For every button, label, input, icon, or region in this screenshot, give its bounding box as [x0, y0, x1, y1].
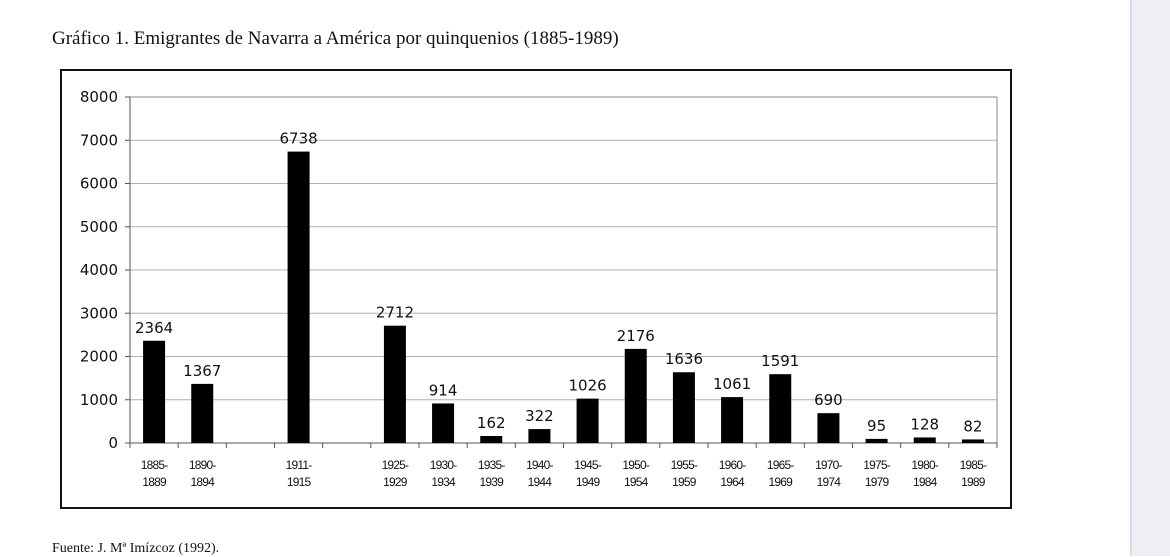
y-tick-label: 8000	[80, 88, 118, 106]
data-label: 1026	[568, 377, 606, 395]
x-tick-label: 1950-	[622, 458, 649, 472]
data-label: 2712	[376, 304, 414, 322]
data-label: 82	[963, 417, 982, 435]
bar	[769, 374, 792, 443]
bar	[191, 383, 214, 443]
bar	[528, 429, 551, 443]
y-tick-label: 2000	[80, 348, 118, 366]
data-label: 914	[429, 381, 458, 399]
data-label: 322	[525, 407, 554, 425]
x-tick-label: 1929	[383, 475, 408, 489]
x-tick-label: 1960-	[719, 458, 746, 472]
bar	[817, 413, 840, 443]
side-panel	[1130, 0, 1170, 556]
x-tick-label: 1954	[624, 475, 649, 489]
x-tick-label: 1984	[913, 475, 938, 489]
x-tick-label: 1915	[287, 475, 312, 489]
source-note: Fuente: J. Mª Imízcoz (1992).	[52, 541, 220, 556]
x-tick-label: 1889	[142, 475, 167, 489]
x-tick-label: 1939	[480, 475, 505, 489]
y-tick-label: 4000	[80, 261, 118, 279]
y-tick-label: 3000	[80, 304, 118, 322]
x-tick-label: 1894	[191, 475, 216, 489]
bar	[143, 340, 166, 443]
data-label: 2176	[617, 327, 655, 345]
y-tick-label: 7000	[80, 131, 118, 149]
x-tick-label: 1930-	[430, 458, 457, 472]
bar	[865, 438, 888, 443]
data-label: 690	[814, 391, 843, 409]
x-tick-label: 1955-	[671, 458, 698, 472]
bar	[480, 435, 503, 443]
chart-title: Gráfico 1. Emigrantes de Navarra a Améri…	[52, 28, 619, 49]
data-label: 1591	[761, 352, 799, 370]
x-tick-label: 1975-	[863, 458, 890, 472]
bar	[624, 348, 647, 443]
x-tick-label: 1964	[720, 475, 745, 489]
data-label: 128	[910, 415, 939, 433]
bar	[576, 398, 599, 443]
bar	[432, 403, 455, 443]
data-label: 2364	[135, 319, 173, 337]
bar	[721, 397, 744, 443]
x-tick-label: 1911-	[286, 458, 313, 472]
x-tick-label: 1925-	[382, 458, 409, 472]
x-tick-label: 1970-	[815, 458, 842, 472]
x-tick-label: 1935-	[478, 458, 505, 472]
x-tick-label: 1965-	[767, 458, 794, 472]
data-label: 1061	[713, 375, 751, 393]
data-label: 162	[477, 414, 506, 432]
data-label: 1636	[665, 350, 703, 368]
x-tick-label: 1974	[817, 475, 842, 489]
data-label: 1367	[183, 362, 221, 380]
x-tick-label: 1945-	[574, 458, 601, 472]
y-tick-label: 5000	[80, 218, 118, 236]
bar	[913, 437, 936, 443]
x-tick-label: 1944	[528, 475, 553, 489]
x-tick-label: 1985-	[960, 458, 987, 472]
bar	[672, 372, 695, 443]
x-tick-label: 1885-	[141, 458, 168, 472]
x-tick-label: 1890-	[189, 458, 216, 472]
x-tick-label: 1980-	[911, 458, 938, 472]
x-tick-label: 1969	[769, 475, 794, 489]
bar	[961, 439, 984, 443]
x-tick-label: 1940-	[526, 458, 553, 472]
x-tick-label: 1959	[672, 475, 697, 489]
x-tick-label: 1979	[865, 475, 890, 489]
y-tick-label: 1000	[80, 391, 118, 409]
chart-frame	[60, 69, 1012, 509]
y-tick-label: 6000	[80, 175, 118, 193]
x-tick-label: 1989	[961, 475, 986, 489]
x-tick-label: 1934	[431, 475, 456, 489]
bar	[383, 325, 406, 443]
data-label: 95	[867, 417, 886, 435]
bar	[287, 151, 310, 444]
x-tick-label: 1949	[576, 475, 601, 489]
data-label: 6738	[279, 130, 317, 148]
y-tick-label: 0	[108, 434, 118, 452]
